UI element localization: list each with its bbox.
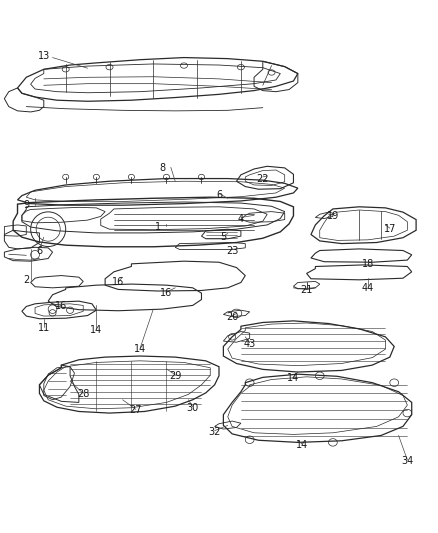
- Text: 44: 44: [362, 283, 374, 293]
- Text: 6: 6: [36, 246, 42, 255]
- Text: 21: 21: [300, 286, 313, 295]
- Text: 22: 22: [257, 174, 269, 183]
- Text: 17: 17: [384, 224, 396, 234]
- Text: 16: 16: [160, 288, 173, 298]
- Text: 32: 32: [208, 427, 221, 437]
- Text: 9: 9: [23, 200, 29, 210]
- Text: 5: 5: [220, 232, 226, 242]
- Text: 43: 43: [244, 339, 256, 349]
- Text: 34: 34: [401, 456, 413, 466]
- Text: 20: 20: [226, 312, 238, 322]
- Text: 19: 19: [327, 211, 339, 221]
- Text: 1: 1: [155, 222, 161, 231]
- Text: 14: 14: [287, 374, 300, 383]
- Text: 16: 16: [55, 302, 67, 311]
- Text: 14: 14: [134, 344, 146, 354]
- Text: 13: 13: [38, 51, 50, 61]
- Text: 11: 11: [38, 323, 50, 333]
- Text: 29: 29: [169, 371, 181, 381]
- Text: 2: 2: [23, 275, 29, 285]
- Text: 30: 30: [187, 403, 199, 413]
- Text: 14: 14: [296, 440, 308, 450]
- Text: 18: 18: [362, 259, 374, 269]
- Text: 28: 28: [77, 390, 89, 399]
- Text: 16: 16: [112, 278, 124, 287]
- Text: 4: 4: [238, 214, 244, 223]
- Text: 23: 23: [226, 246, 238, 255]
- Text: 8: 8: [159, 163, 165, 173]
- Text: 6: 6: [216, 190, 222, 199]
- Text: 27: 27: [130, 406, 142, 415]
- Text: 14: 14: [90, 326, 102, 335]
